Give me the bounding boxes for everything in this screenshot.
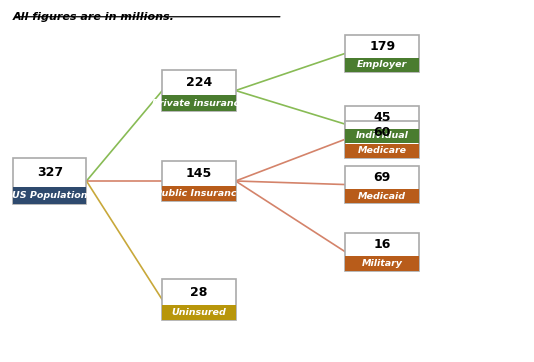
Text: Uninsured: Uninsured xyxy=(171,308,226,317)
Text: Individual: Individual xyxy=(356,131,409,140)
Text: 224: 224 xyxy=(186,76,212,89)
Text: Military: Military xyxy=(362,259,403,268)
Text: Medicare: Medicare xyxy=(358,146,407,155)
Text: Employer: Employer xyxy=(357,60,407,70)
Text: 69: 69 xyxy=(373,171,391,184)
Text: 60: 60 xyxy=(373,126,391,139)
Text: All figures are in millions.: All figures are in millions. xyxy=(13,13,175,22)
FancyBboxPatch shape xyxy=(162,279,235,320)
FancyBboxPatch shape xyxy=(345,166,419,203)
Text: 145: 145 xyxy=(186,167,212,180)
FancyBboxPatch shape xyxy=(162,186,235,201)
FancyBboxPatch shape xyxy=(345,144,419,158)
Text: Private insurance: Private insurance xyxy=(152,99,246,108)
Text: 16: 16 xyxy=(373,238,391,251)
FancyBboxPatch shape xyxy=(345,121,419,158)
FancyBboxPatch shape xyxy=(162,96,235,111)
FancyBboxPatch shape xyxy=(345,58,419,72)
FancyBboxPatch shape xyxy=(345,189,419,203)
FancyBboxPatch shape xyxy=(162,161,235,201)
FancyBboxPatch shape xyxy=(345,35,419,72)
FancyBboxPatch shape xyxy=(345,256,419,270)
Text: 327: 327 xyxy=(37,166,63,179)
Text: Medicaid: Medicaid xyxy=(358,191,406,201)
Text: Public Insurance: Public Insurance xyxy=(155,189,243,198)
FancyBboxPatch shape xyxy=(13,158,87,204)
Text: 179: 179 xyxy=(369,40,395,53)
FancyBboxPatch shape xyxy=(162,305,235,320)
Text: 28: 28 xyxy=(190,286,208,299)
Text: 45: 45 xyxy=(373,111,391,124)
FancyBboxPatch shape xyxy=(162,70,235,111)
FancyBboxPatch shape xyxy=(345,106,419,143)
FancyBboxPatch shape xyxy=(345,129,419,143)
FancyBboxPatch shape xyxy=(345,233,419,270)
Text: US Population: US Population xyxy=(12,191,88,200)
FancyBboxPatch shape xyxy=(13,186,87,204)
